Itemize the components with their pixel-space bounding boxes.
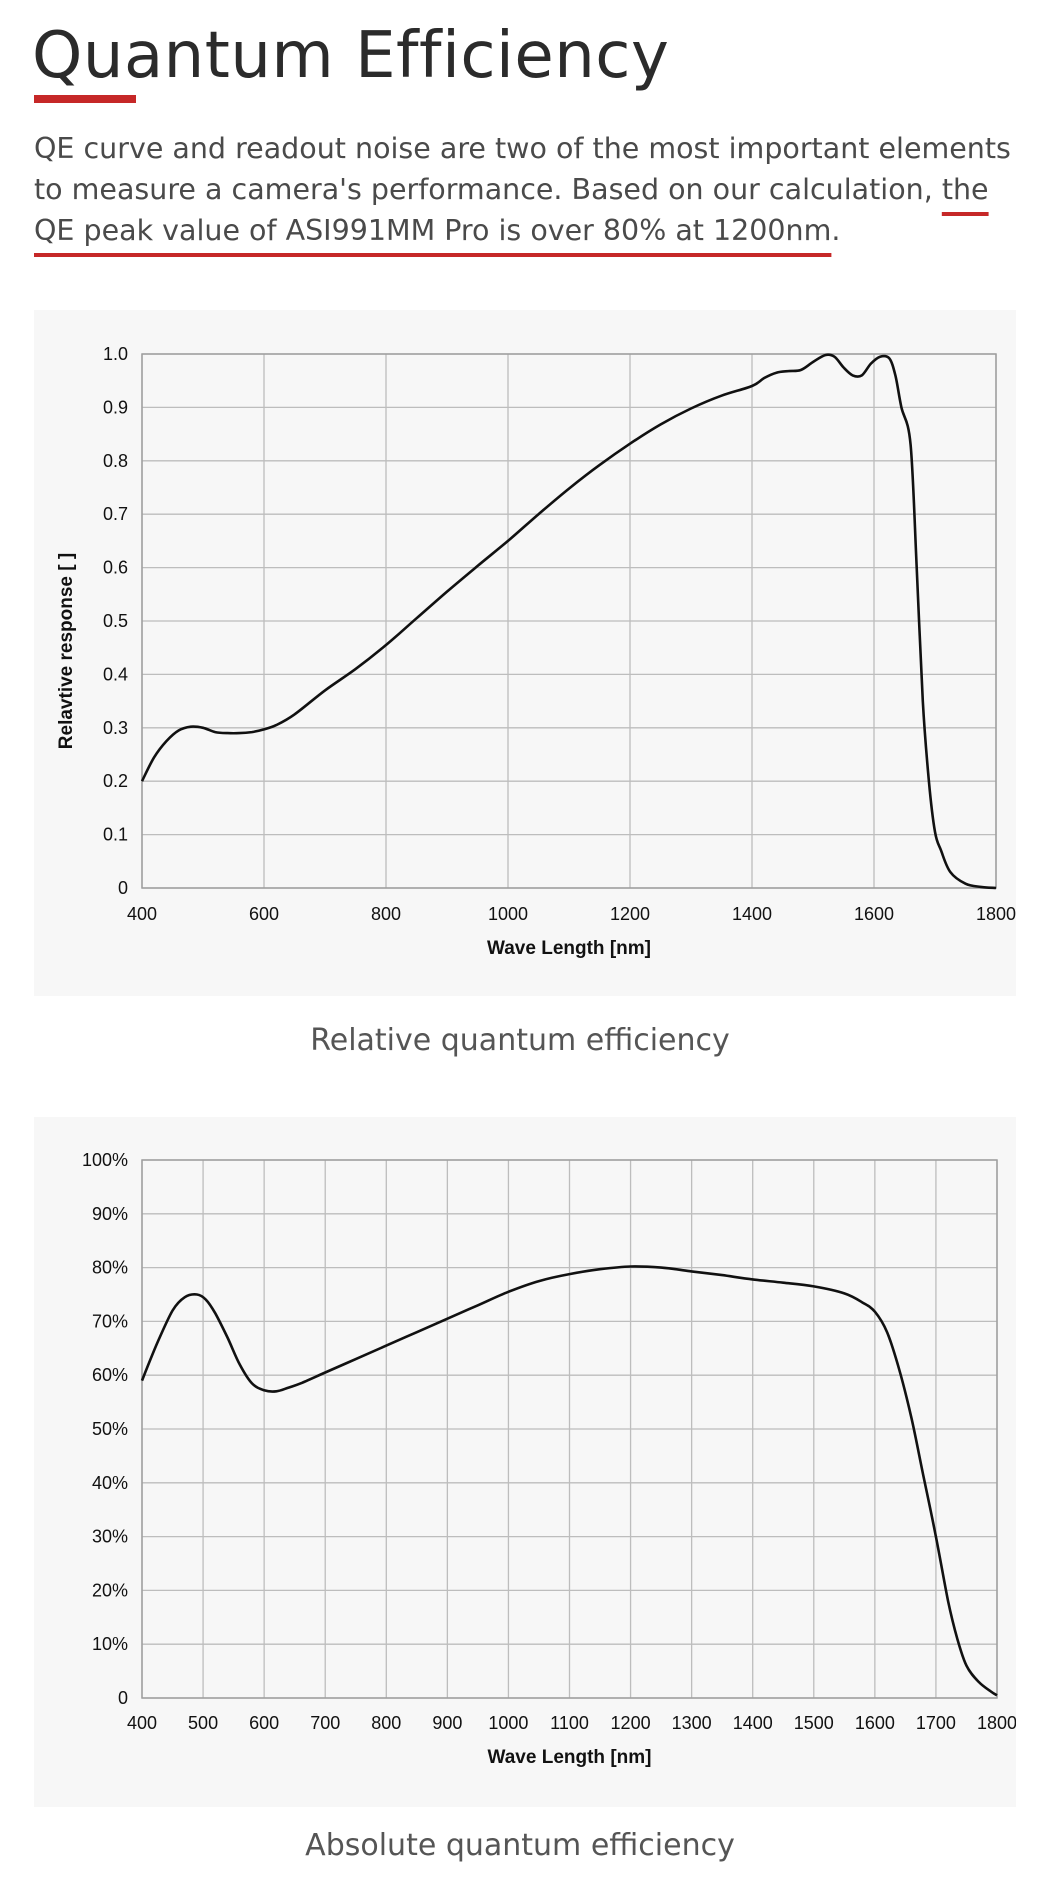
y-tick-label: 80% — [92, 1258, 128, 1278]
x-tick-label: 1000 — [488, 904, 528, 924]
x-tick-label: 1100 — [550, 1713, 589, 1733]
relative-qe-panel: 0 0.1 0.2 0.3 0.4 0.5 0.6 0.7 0.8 0.9 1.0 400 600 800… — [34, 310, 1016, 996]
intro-highlight: the QE peak value of ASI991MM Pro is ove… — [34, 173, 989, 247]
y-tick-label: 0.3 — [103, 718, 128, 738]
x-tick-label: 1600 — [855, 1713, 895, 1733]
x-tick-label: 600 — [249, 1713, 279, 1733]
relative-qe-caption: Relative quantum efficiency — [310, 1023, 730, 1058]
x-tick-label: 800 — [371, 1713, 401, 1733]
y-tick-label: 100% — [82, 1150, 128, 1170]
x-tick-label: 1000 — [488, 1713, 528, 1733]
grid-lines — [141, 353, 997, 889]
y-tick-label: 0.5 — [103, 611, 128, 631]
y-tick-label: 0 — [118, 1688, 128, 1708]
relative-qe-chart: 0 0.1 0.2 0.3 0.4 0.5 0.6 0.7 0.8 0.9 1.0 400 600 800… — [56, 344, 1016, 959]
x-axis-label: Wave Length [nm] — [488, 1747, 652, 1768]
y-tick-label: 0.7 — [103, 504, 128, 524]
y-tick-label: 0.4 — [103, 664, 128, 684]
series-line — [140, 1265, 998, 1697]
y-tick-label: 10% — [92, 1634, 128, 1654]
y-tick-label: 50% — [92, 1419, 128, 1439]
y-tick-label: 20% — [92, 1580, 128, 1600]
absolute-qe-caption: Absolute quantum efficiency — [305, 1828, 735, 1863]
x-tick-label: 1600 — [854, 904, 894, 924]
x-tick-label: 600 — [249, 904, 279, 924]
x-tick-label: 1700 — [916, 1713, 956, 1733]
y-tick-label: 0.6 — [103, 558, 128, 578]
y-tick-label: 1.0 — [103, 344, 128, 364]
x-axis-label: Wave Length [nm] — [487, 938, 651, 959]
x-tick-label: 1300 — [672, 1713, 712, 1733]
absolute-qe-panel: 0 10% 20% 30% 40% 50% 60% 70% 80% 90% 100% 400 500 60… — [34, 1117, 1016, 1807]
x-tick-label: 1800 — [977, 1713, 1016, 1733]
intro-paragraph: QE curve and readout noise are two of th… — [34, 128, 1014, 251]
title-underline-accent — [34, 95, 136, 103]
y-tick-label: 0.8 — [103, 451, 128, 471]
grid-lines — [141, 1159, 998, 1699]
intro-end: . — [831, 214, 841, 247]
absolute-qe-chart: 0 10% 20% 30% 40% 50% 60% 70% 80% 90% 100% 400 500 60… — [82, 1150, 1016, 1768]
plot-frame — [141, 353, 997, 889]
x-tick-label: 900 — [432, 1713, 462, 1733]
series-line — [140, 353, 997, 890]
y-tick-label: 0 — [118, 878, 128, 898]
x-tick-label: 1200 — [610, 904, 650, 924]
y-tick-label: 0.9 — [103, 397, 128, 417]
y-tick-label: 70% — [92, 1311, 128, 1331]
x-tick-label: 800 — [371, 904, 401, 924]
plot-frame — [141, 1159, 998, 1699]
x-tick-label: 1400 — [732, 904, 772, 924]
y-tick-label: 40% — [92, 1473, 128, 1493]
x-tick-label: 700 — [310, 1713, 340, 1733]
y-tick-label: 30% — [92, 1527, 128, 1547]
x-tick-label: 400 — [127, 1713, 157, 1733]
x-tick-label: 1500 — [794, 1713, 834, 1733]
y-tick-label: 60% — [92, 1365, 128, 1385]
y-axis-label: Relavtive response [ ] — [56, 553, 77, 749]
x-tick-label: 1400 — [733, 1713, 773, 1733]
x-tick-label: 1800 — [976, 904, 1016, 924]
intro-text: QE curve and readout noise are two of th… — [34, 132, 1011, 206]
y-tick-label: 90% — [92, 1204, 128, 1224]
y-tick-label: 0.1 — [103, 825, 128, 845]
y-tick-label: 0.2 — [103, 771, 128, 791]
x-tick-label: 400 — [127, 904, 157, 924]
x-tick-label: 500 — [188, 1713, 218, 1733]
x-tick-label: 1200 — [611, 1713, 651, 1733]
page-title: Quantum Efficiency — [32, 19, 670, 93]
